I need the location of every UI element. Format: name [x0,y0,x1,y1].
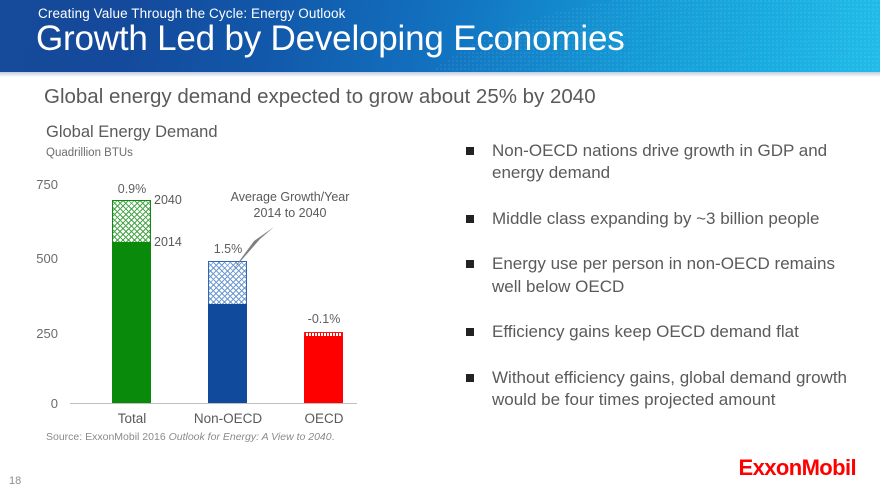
bar-total [112,120,151,404]
y-axis-tick-500: 500 [36,251,58,266]
bullet-square-icon [466,373,474,382]
bar-oecd-base-2014 [304,336,343,403]
x-axis-tick-total: Total [117,411,147,426]
chart-axis-unit-label: Quadrillion BTUs [46,147,133,159]
bullet-square-icon [466,214,474,223]
chart-container: Global Energy Demand Quadrillion BTUs 75… [0,120,440,460]
bar-total-growth-label: 0.9% [117,182,147,196]
bar-total-label-2014: 2014 [154,235,182,249]
source-suffix: . [331,431,335,443]
bar-total-projection-2040 [112,200,151,243]
logo-part-e: E [738,455,754,480]
bullet-item-2: Middle class expanding by ~3 billion peo… [466,208,866,230]
bullet-item-4: Efficiency gains keep OECD demand flat [466,321,866,343]
slide-header-banner: Creating Value Through the Cycle: Energy… [0,0,880,72]
page-number: 18 [9,475,22,487]
bullet-item-5: Without efficiency gains, global demand … [466,367,866,412]
bar-total-label-2040: 2040 [154,193,182,207]
chart-annotation: Average Growth/Year 2014 to 2040 [215,190,365,221]
bullet-text-3: Energy use per person in non-OECD remain… [492,254,835,296]
bar-oecd [304,120,343,404]
source-prefix: Source: ExxonMobil 2016 [46,431,169,443]
banner-drop-shadow [0,72,880,77]
chart-source-note: Source: ExxonMobil 2016 Outlook for Ener… [46,431,335,443]
x-axis-baseline [70,403,357,404]
bar-non-oecd-base-2014 [208,304,247,403]
bar-total-base-2014 [112,242,151,403]
slide-title: Growth Led by Developing Economies [36,19,625,58]
bar-non-oecd [208,120,247,404]
bullet-text-5: Without efficiency gains, global demand … [492,367,847,410]
slide-eyebrow-text: Creating Value Through the Cycle: Energy… [38,6,346,21]
bullet-text-2: Middle class expanding by ~3 billion peo… [492,208,820,228]
bullet-text-1: Non-OECD nations drive growth in GDP and… [492,141,828,183]
chart-annotation-line2: 2014 to 2040 [253,205,327,220]
bullet-square-icon [466,147,474,155]
bullet-square-icon [466,328,474,337]
logo-part-xx: xx [752,455,777,480]
slide-subhead: Global energy demand expected to grow ab… [44,85,596,108]
chart-annotation-line1: Average Growth/Year [230,190,350,204]
exxonmobil-logo: ExxonMobil [738,455,857,481]
bullet-list: Non-OECD nations drive growth in GDP and… [466,140,866,435]
chart-plot-area: 750 500 250 0 0.9% 2040 2014 1.5% -0.1% … [0,120,440,460]
y-axis-tick-0: 0 [50,396,58,411]
bullet-item-3: Energy use per person in non-OECD remain… [466,253,866,298]
y-axis-tick-750: 750 [36,177,58,192]
logo-part-onmobil: onMobil [775,455,857,480]
bar-oecd-growth-label: -0.1% [307,312,341,326]
bullet-square-icon [466,260,474,269]
bar-non-oecd-projection-2040 [208,261,247,305]
bullet-text-4: Efficiency gains keep OECD demand flat [492,322,799,342]
x-axis-tick-non-oecd: Non-OECD [193,411,263,426]
bullet-item-1: Non-OECD nations drive growth in GDP and… [466,140,866,185]
y-axis-tick-250: 250 [36,326,58,341]
bar-non-oecd-growth-label: 1.5% [213,242,243,256]
chart-title: Global Energy Demand [46,123,218,141]
source-title: Outlook for Energy: A View to 2040 [168,431,332,443]
x-axis-tick-oecd: OECD [304,411,344,426]
